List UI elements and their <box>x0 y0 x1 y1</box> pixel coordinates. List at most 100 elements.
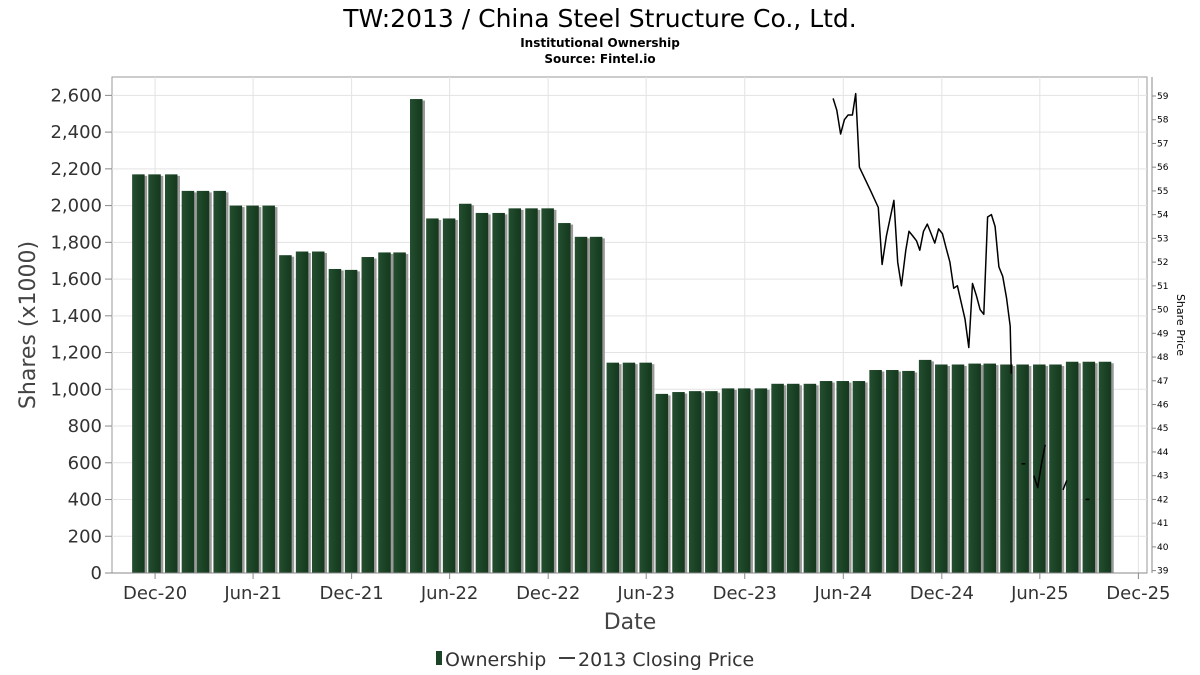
x-tick-label: Dec-22 <box>516 583 580 604</box>
bar <box>721 388 735 573</box>
bar <box>229 205 243 573</box>
y2-tick-label: 56 <box>1157 163 1169 173</box>
y-tick-label: 600 <box>68 453 102 474</box>
ownership-bar <box>688 391 704 573</box>
ownership-bar <box>196 190 212 573</box>
ownership-bar <box>492 212 508 573</box>
chart-title: TW:2013 / China Steel Structure Co., Ltd… <box>342 4 857 33</box>
ownership-bar <box>983 363 999 573</box>
bar <box>655 393 669 573</box>
y-tick-label: 200 <box>68 526 102 547</box>
y2-tick-label: 55 <box>1157 187 1168 197</box>
y-tick-label: 2,400 <box>50 122 102 143</box>
bar <box>574 236 588 574</box>
bar <box>295 251 309 573</box>
bar <box>672 392 685 573</box>
ownership-bar <box>622 362 638 573</box>
ownership-bar <box>181 190 197 573</box>
ownership-bar <box>541 208 557 573</box>
y2-tick-label: 48 <box>1157 353 1169 363</box>
bar <box>622 362 636 573</box>
bar <box>361 257 375 573</box>
bar <box>1098 361 1112 573</box>
ownership-bar <box>655 393 671 573</box>
bar <box>393 252 406 573</box>
ownership-bar <box>1016 364 1032 573</box>
bar <box>262 205 275 573</box>
ownership-bar <box>378 252 394 573</box>
ownership-bar <box>328 268 344 573</box>
ownership-bar <box>705 391 721 573</box>
bar <box>426 218 439 574</box>
ownership-bar <box>475 212 491 573</box>
bar <box>606 362 620 573</box>
ownership-bar <box>721 388 737 573</box>
bar <box>132 174 145 573</box>
bar <box>492 212 505 573</box>
y2-tick-label: 49 <box>1157 329 1169 339</box>
bar <box>148 174 161 573</box>
bar <box>852 381 866 573</box>
bar <box>196 190 210 573</box>
bar <box>819 381 833 573</box>
y-tick-label: 1,400 <box>50 306 102 327</box>
legend-price-label: 2013 Closing Price <box>578 649 754 671</box>
bar <box>869 370 882 573</box>
x-tick-label: Dec-24 <box>910 583 974 604</box>
y-tick-label: 1,000 <box>50 379 102 400</box>
ownership-bar <box>148 174 164 573</box>
ownership-bar <box>968 363 984 573</box>
bar <box>968 363 981 573</box>
y2-tick-label: 39 <box>1157 567 1169 577</box>
ownership-bar <box>246 205 262 573</box>
bar <box>164 174 178 573</box>
ownership-bar <box>1033 364 1049 573</box>
y2-tick-label: 54 <box>1157 211 1169 221</box>
bar <box>246 205 259 573</box>
ownership-bar <box>213 190 229 573</box>
ownership-bar <box>361 257 377 573</box>
bar <box>589 236 603 574</box>
bar <box>951 364 965 573</box>
y-tick-label: 2,600 <box>50 85 102 106</box>
ownership-bar <box>1065 361 1081 573</box>
ownership-bar <box>574 236 590 574</box>
y2-tick-label: 57 <box>1157 139 1168 149</box>
price-line-segment <box>1062 480 1068 491</box>
price-line-segment <box>832 92 1013 374</box>
y-tick-label: 1,800 <box>50 232 102 253</box>
bar <box>803 383 817 573</box>
y2-tick-label: 58 <box>1157 116 1169 126</box>
bar <box>279 255 292 573</box>
y2-tick-label: 50 <box>1157 306 1169 316</box>
bar <box>786 383 800 573</box>
ownership-bar <box>459 203 475 573</box>
y-tick-label: 400 <box>68 490 102 511</box>
ownership-bar <box>886 370 902 573</box>
bar <box>902 370 915 573</box>
bar <box>213 190 226 573</box>
y2-tick-label: 47 <box>1157 377 1168 387</box>
bar <box>688 391 702 573</box>
ownership-bar <box>771 383 787 573</box>
ownership-bar <box>803 383 819 573</box>
bar <box>410 99 423 574</box>
x-tick-label: Jun-21 <box>223 583 282 604</box>
ownership-bar <box>426 218 442 574</box>
ownership-bar <box>869 370 885 573</box>
chart-subtitle: Institutional Ownership <box>520 36 680 50</box>
bar <box>737 388 751 573</box>
ownership-bar <box>918 359 934 573</box>
bar <box>525 208 538 573</box>
y2-tick-label: 43 <box>1157 472 1168 482</box>
bar <box>181 190 195 573</box>
ownership-bar <box>262 205 278 573</box>
ownership-bar <box>1049 364 1065 573</box>
bar <box>328 268 342 573</box>
y-tick-label: 1,200 <box>50 343 102 364</box>
x-axis-ticks: Dec-20 Jun-21 Dec-21 Jun-22 Dec-22 Jun-23 Dec-… <box>123 573 1171 604</box>
ownership-bar <box>558 223 574 574</box>
y-tick-label: 2,000 <box>50 196 102 217</box>
y2-tick-label: 42 <box>1157 495 1168 505</box>
